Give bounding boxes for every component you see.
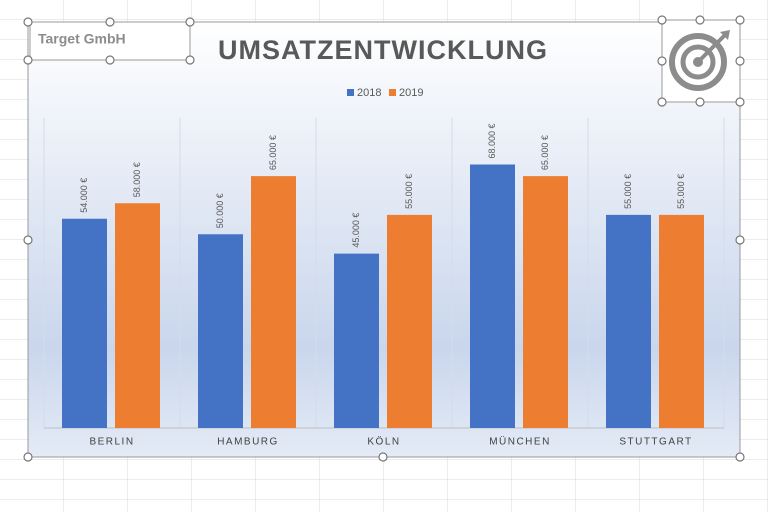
- x-tick-label: HAMBURG: [217, 437, 279, 448]
- bar: [198, 234, 243, 428]
- bar: [334, 253, 379, 428]
- value-label: 55.000 €: [676, 174, 686, 209]
- bar: [523, 176, 568, 428]
- bar: [387, 214, 432, 428]
- x-tick-label: BERLIN: [89, 437, 134, 448]
- bar: [470, 164, 515, 428]
- value-label: 68.000 €: [487, 123, 497, 158]
- value-label: 58.000 €: [132, 162, 142, 197]
- bar: [62, 218, 107, 428]
- bar: [251, 176, 296, 428]
- target-icon[interactable]: [661, 19, 741, 103]
- caption: Target GmbH: [38, 31, 126, 47]
- bar: [606, 214, 651, 428]
- value-label: 65.000 €: [268, 135, 278, 170]
- value-label: 45.000 €: [351, 213, 361, 248]
- value-label: 65.000 €: [540, 135, 550, 170]
- legend-swatch: [347, 89, 354, 96]
- value-label: 55.000 €: [623, 174, 633, 209]
- x-tick-label: KÖLN: [367, 436, 400, 448]
- legend-label: 2018: [357, 87, 381, 99]
- x-tick-label: STUTTGART: [619, 437, 692, 448]
- legend-swatch: [389, 89, 396, 96]
- chart-title: UMSATZENTWICKLUNG: [218, 35, 548, 65]
- value-label: 50.000 €: [215, 193, 225, 228]
- bar: [115, 203, 160, 428]
- x-tick-label: MÜNCHEN: [489, 436, 551, 448]
- value-label: 54.000 €: [79, 178, 89, 213]
- bar: [659, 214, 704, 428]
- selection-handles: [23, 15, 745, 462]
- value-label: 55.000 €: [404, 174, 414, 209]
- legend-label: 2019: [399, 87, 423, 99]
